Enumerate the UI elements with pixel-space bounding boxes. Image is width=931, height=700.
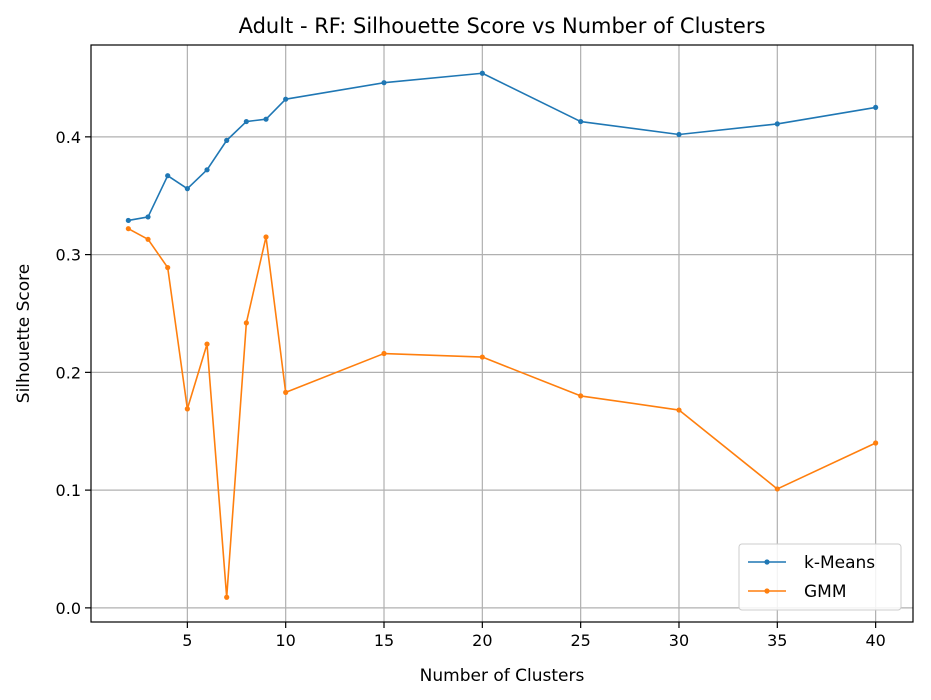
data-point-gmm (184, 406, 190, 412)
plot-frame (90, 44, 914, 623)
data-point-gmm (873, 440, 879, 446)
y-tick-label: 0.2 (56, 363, 81, 382)
x-axis-label: Number of Clusters (420, 666, 585, 686)
data-point-gmm (676, 407, 682, 413)
y-axis-label: Silhouette Score (14, 264, 34, 403)
data-point-gmm (204, 341, 210, 347)
legend-marker-k-means (764, 559, 770, 565)
data-point-k-means (381, 80, 387, 86)
grid (91, 45, 913, 622)
x-tick-label: 25 (570, 631, 590, 650)
data-point-k-means (676, 131, 682, 138)
data-point-k-means (165, 173, 171, 179)
data-point-gmm (774, 486, 780, 492)
legend-label-gmm: GMM (804, 582, 847, 602)
data-point-gmm (125, 226, 131, 232)
legend-item-gmm: GMM (748, 582, 847, 602)
data-point-k-means (224, 137, 230, 143)
data-point-k-means (243, 118, 249, 125)
data-point-gmm (243, 320, 249, 326)
y-tick-label: 0.4 (56, 128, 81, 147)
data-point-gmm (263, 234, 269, 240)
x-tick-label: 10 (276, 631, 296, 650)
axis-ticks: 5 10 15 20 25 30 35 40 0.0 0.1 0.2 0.3 0.4 (56, 128, 886, 650)
data-point-gmm (165, 264, 171, 271)
series-line-gmm (127, 227, 876, 599)
legend-marker-gmm (764, 588, 770, 594)
series-gmm (125, 226, 879, 600)
x-tick-label: 5 (182, 631, 192, 650)
y-tick-label: 0.1 (56, 481, 81, 500)
data-point-gmm (578, 393, 584, 399)
data-point-gmm (479, 354, 485, 360)
data-point-k-means (283, 96, 289, 102)
legend: k-Means GMM (738, 543, 902, 611)
data-point-gmm (145, 236, 151, 242)
series-layer (125, 70, 879, 600)
data-point-gmm (224, 594, 230, 600)
legend-item-k-means: k-Means (748, 553, 875, 573)
data-point-gmm (381, 350, 387, 357)
chart-title: Adult - RF: Silhouette Score vs Number o… (239, 14, 766, 38)
x-tick-label: 35 (767, 631, 787, 650)
series-line-k-means (128, 72, 876, 222)
series-k-means (125, 70, 879, 224)
data-point-k-means (873, 104, 879, 111)
data-point-k-means (125, 217, 131, 224)
legend-box (738, 543, 902, 611)
x-tick-label: 40 (865, 631, 885, 650)
data-point-gmm (283, 389, 289, 395)
data-point-k-means (774, 121, 780, 127)
x-tick-label: 20 (472, 631, 492, 650)
legend-label-k-means: k-Means (804, 553, 875, 573)
data-point-k-means (263, 116, 269, 122)
data-point-k-means (145, 214, 151, 220)
x-tick-label: 15 (374, 631, 394, 650)
data-point-k-means (204, 167, 210, 173)
y-tick-label: 0.3 (56, 246, 81, 265)
y-tick-label: 0.0 (56, 599, 81, 618)
data-point-k-means (578, 118, 584, 125)
data-point-k-means (479, 70, 485, 76)
data-point-k-means (184, 186, 190, 192)
x-tick-label: 30 (669, 631, 689, 650)
